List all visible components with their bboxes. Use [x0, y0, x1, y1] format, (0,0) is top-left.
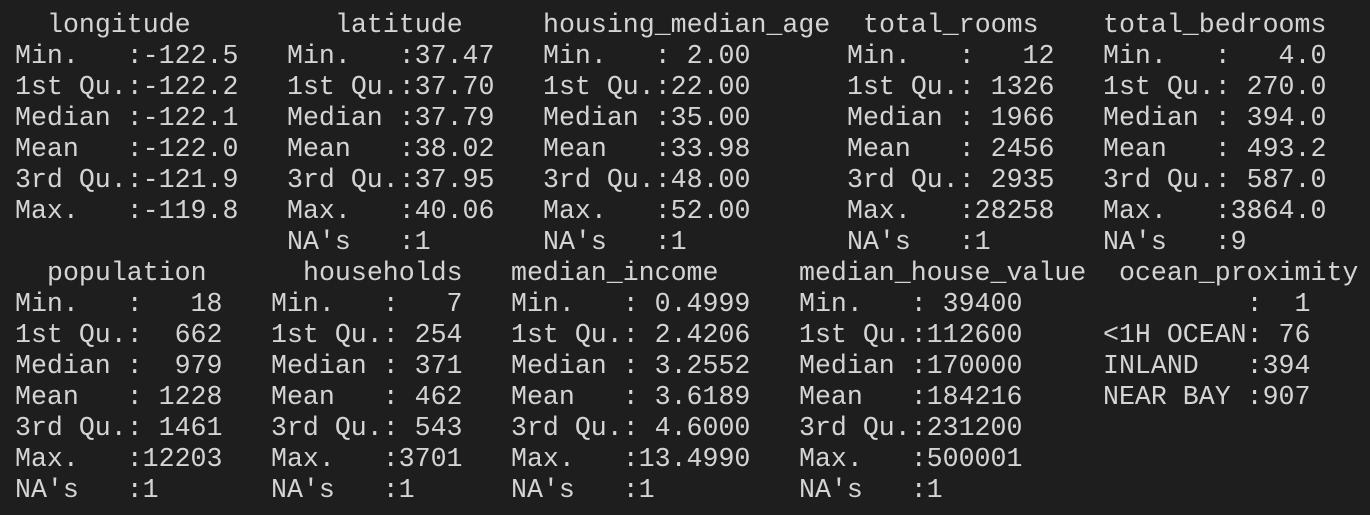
summary-cell: Max. :12203: [15, 444, 223, 474]
summary-cell: Mean : 1228: [15, 382, 223, 412]
summary-cell: NA's :1: [271, 475, 415, 505]
column-header: total_bedrooms: [1103, 10, 1327, 40]
summary-cell: Max. :-119.8: [15, 196, 239, 226]
column-header: median_income: [511, 258, 719, 288]
summary-cell: Min. : 12: [847, 41, 1055, 71]
summary-cell: Max. :3864.0: [1103, 196, 1327, 226]
summary-cell: Min. : 0.4999: [511, 289, 751, 319]
summary-cell: Max. :13.4990: [511, 444, 751, 474]
summary-cell: Median :35.00: [543, 103, 751, 133]
summary-cell: 3rd Qu.: 2935: [847, 165, 1055, 195]
column-header: median_house_value: [799, 258, 1087, 288]
summary-cell: Max. :500001: [799, 444, 1023, 474]
summary-cell: NA's :1: [543, 227, 687, 257]
summary-cell: Min. :-122.5: [15, 41, 239, 71]
column-header: population: [47, 258, 207, 288]
summary-cell: Mean :38.02: [287, 134, 495, 164]
summary-cell: 1st Qu.:37.70: [287, 72, 495, 102]
summary-cell: Min. :37.47: [287, 41, 495, 71]
summary-cell: Median :37.79: [287, 103, 495, 133]
summary-cell: Max. :52.00: [543, 196, 751, 226]
summary-cell: Min. : 7: [271, 289, 463, 319]
summary-cell: 1st Qu.: 254: [271, 320, 463, 350]
summary-cell: Max. :40.06: [287, 196, 495, 226]
summary-cell: Min. : 2.00: [543, 41, 751, 71]
summary-cell: 3rd Qu.: 4.6000: [511, 413, 751, 443]
summary-cell: 3rd Qu.:231200: [799, 413, 1023, 443]
summary-cell: 1st Qu.:-122.2: [15, 72, 239, 102]
summary-cell: Median : 979: [15, 351, 223, 381]
summary-cell: 1st Qu.:22.00: [543, 72, 751, 102]
summary-cell: 1st Qu.:112600: [799, 320, 1023, 350]
summary-cell: Mean : 462: [271, 382, 463, 412]
summary-cell: Median : 1966: [847, 103, 1055, 133]
column-header: longitude: [47, 10, 191, 40]
column-header: households: [303, 258, 463, 288]
summary-cell: 3rd Qu.: 1461: [15, 413, 223, 443]
summary-cell: NA's :1: [847, 227, 991, 257]
summary-cell: Median : 394.0: [1103, 103, 1327, 133]
summary-cell: NA's :1: [287, 227, 431, 257]
summary-cell: Min. : 18: [15, 289, 223, 319]
summary-cell: Min. : 4.0: [1103, 41, 1327, 71]
summary-cell: NA's :1: [511, 475, 655, 505]
column-header: ocean_proximity: [1119, 258, 1359, 288]
summary-cell: 1st Qu.: 662: [15, 320, 223, 350]
summary-cell: 3rd Qu.: 543: [271, 413, 463, 443]
summary-cell: Median : 3.2552: [511, 351, 751, 381]
summary-cell: Min. : 39400: [799, 289, 1023, 319]
summary-cell: Max. :3701: [271, 444, 463, 474]
summary-cell: Mean :184216: [799, 382, 1023, 412]
summary-cell: Max. :28258: [847, 196, 1055, 226]
summary-cell: Mean : 493.2: [1103, 134, 1327, 164]
summary-cell: : 1: [1103, 289, 1311, 319]
summary-cell: 1st Qu.: 1326: [847, 72, 1055, 102]
column-header: latitude: [335, 10, 463, 40]
summary-cell: Median :-122.1: [15, 103, 239, 133]
column-header: total_rooms: [863, 10, 1039, 40]
summary-cell: Median : 371: [271, 351, 463, 381]
summary-cell: 3rd Qu.:-121.9: [15, 165, 239, 195]
summary-cell: 3rd Qu.:37.95: [287, 165, 495, 195]
summary-cell: 1st Qu.: 270.0: [1103, 72, 1327, 102]
summary-cell: Mean :33.98: [543, 134, 751, 164]
summary-cell: <1H OCEAN: 76: [1103, 320, 1311, 350]
summary-cell: 3rd Qu.: 587.0: [1103, 165, 1327, 195]
summary-cell: NA's :1: [15, 475, 159, 505]
column-header: housing_median_age: [543, 10, 831, 40]
summary-cell: 3rd Qu.:48.00: [543, 165, 751, 195]
summary-cell: NEAR BAY :907: [1103, 382, 1311, 412]
summary-cell: NA's :1: [799, 475, 943, 505]
summary-cell: Median :170000: [799, 351, 1023, 381]
summary-cell: INLAND :394: [1103, 351, 1311, 381]
summary-cell: NA's :9: [1103, 227, 1247, 257]
summary-cell: Mean : 2456: [847, 134, 1055, 164]
summary-cell: Mean :-122.0: [15, 134, 239, 164]
summary-cell: 1st Qu.: 2.4206: [511, 320, 751, 350]
summary-cell: Mean : 3.6189: [511, 382, 751, 412]
